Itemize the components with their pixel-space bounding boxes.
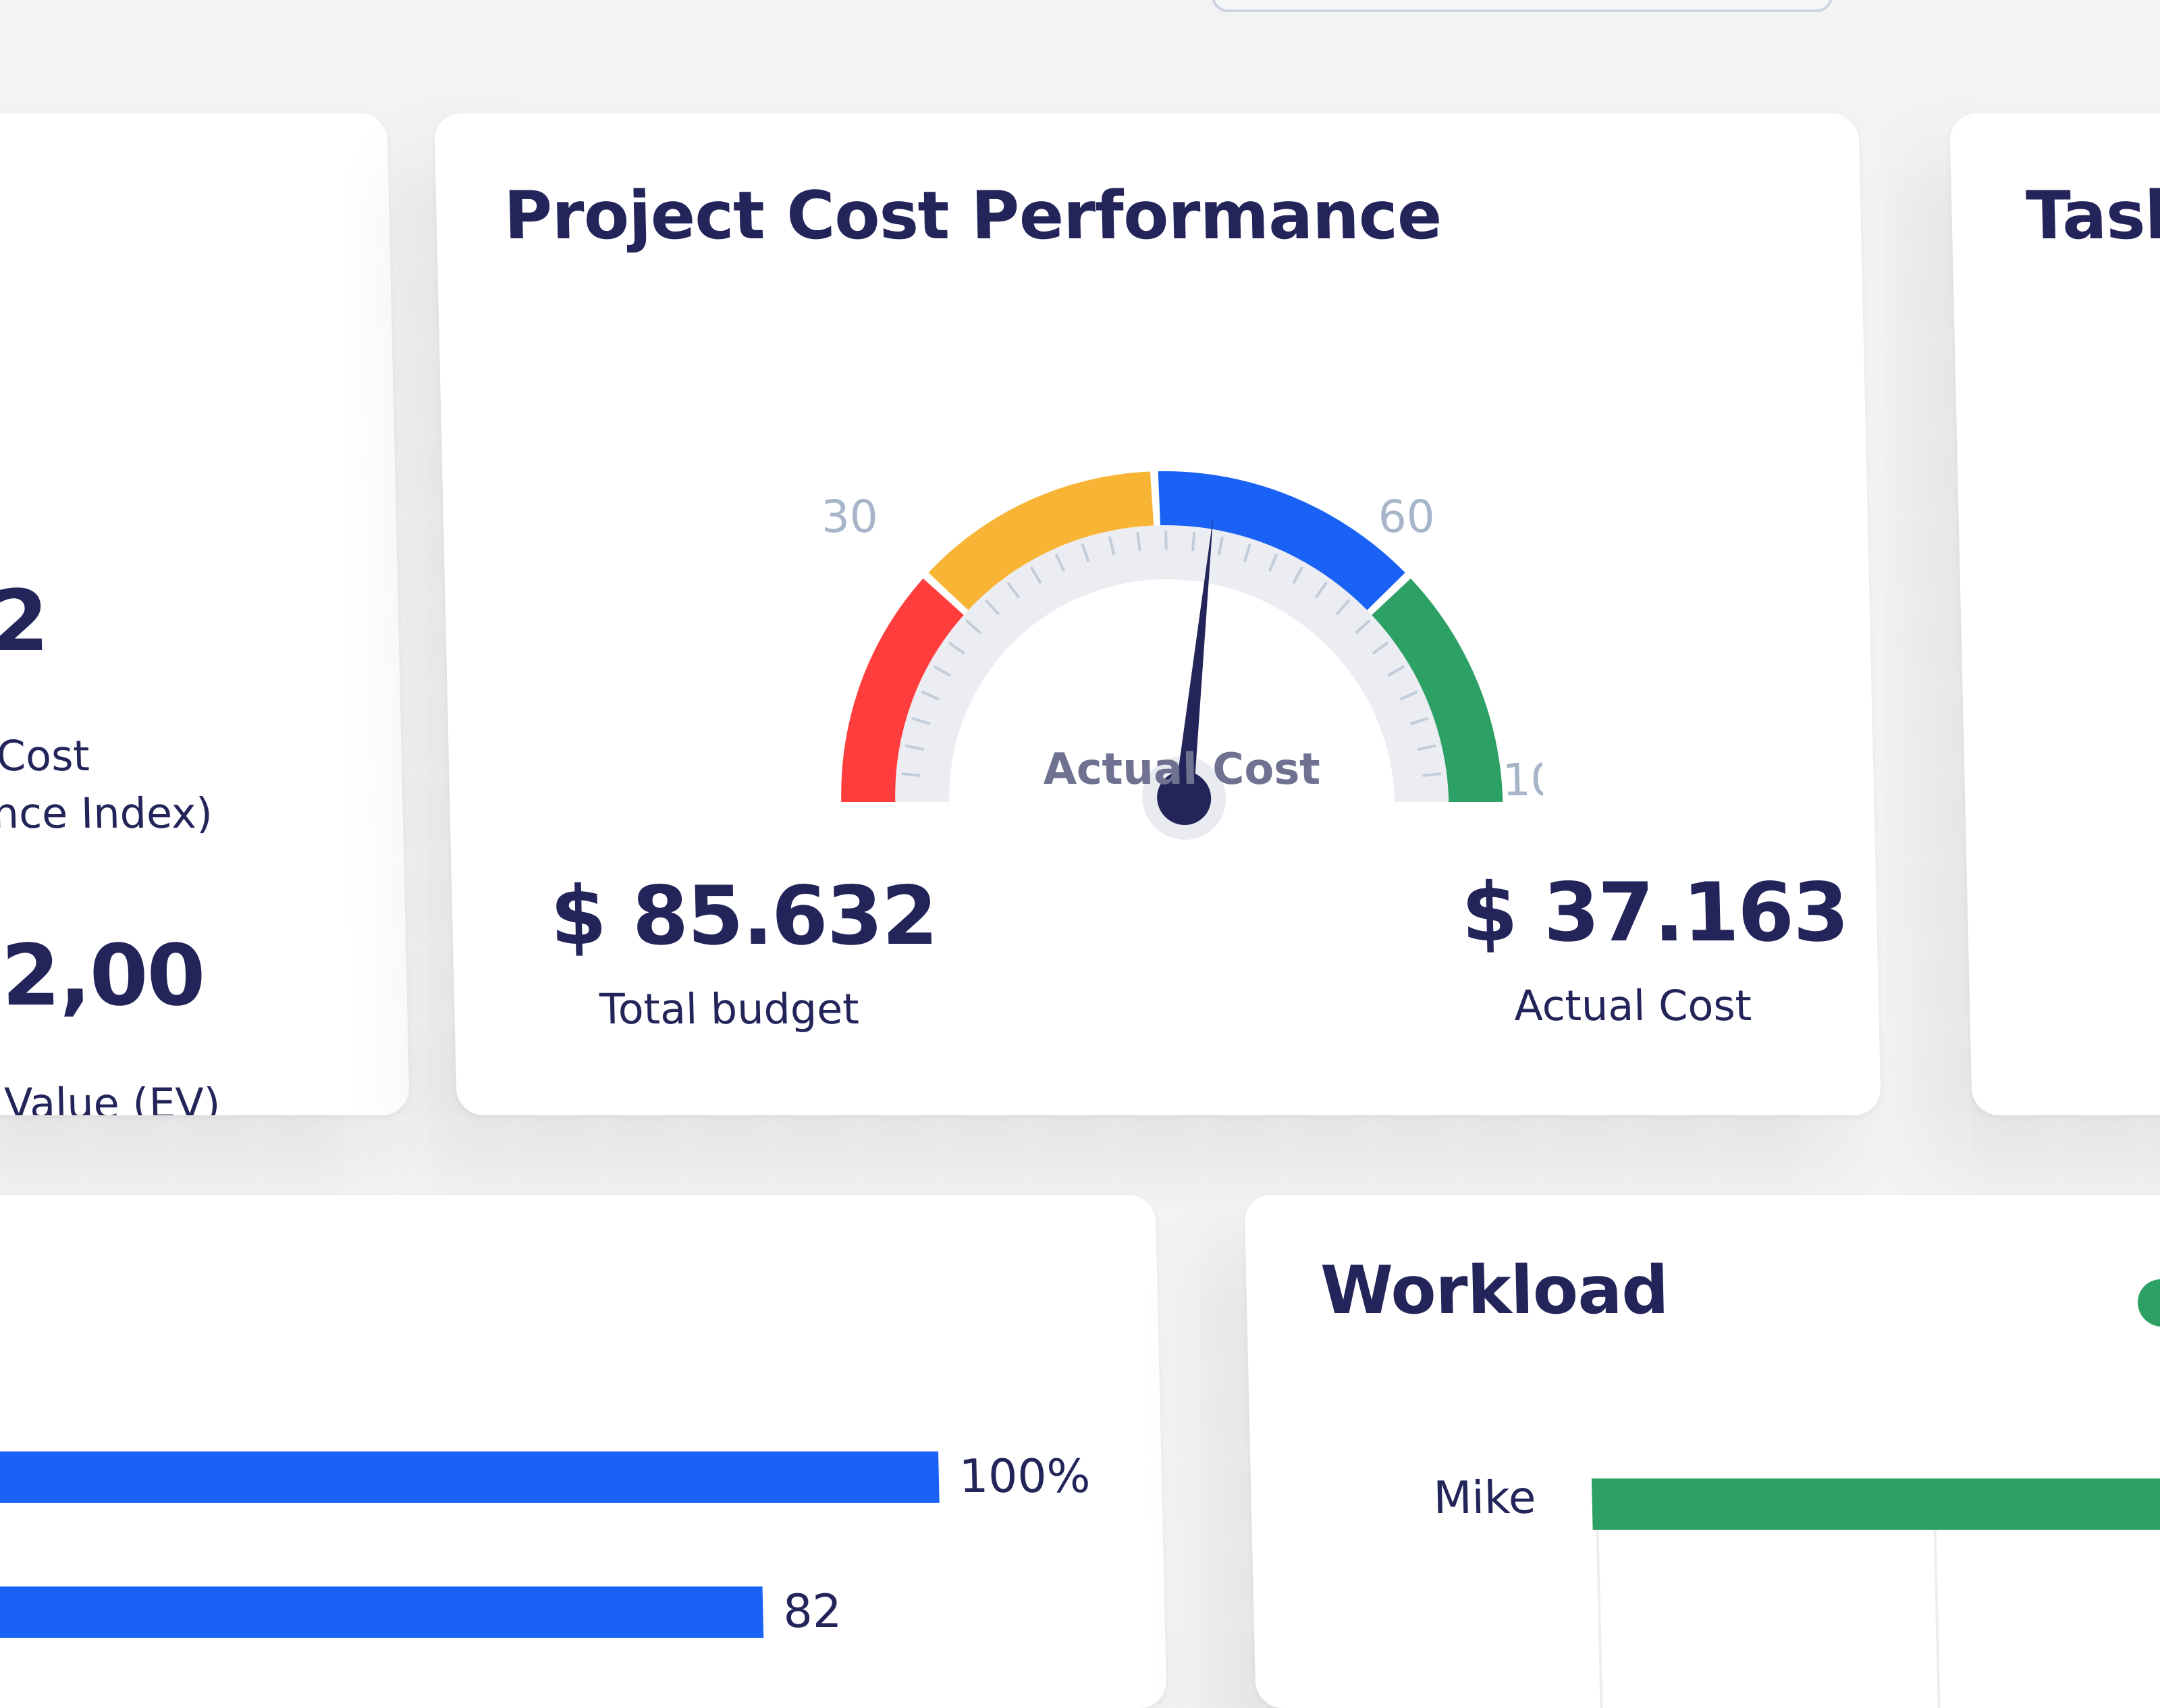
ev-value: 2,00	[0, 927, 206, 1025]
search-bar[interactable]	[1212, 0, 1833, 12]
ev-label: Value (EV)	[3, 1079, 221, 1115]
gauge-segment	[841, 578, 964, 802]
gauge-tick	[1422, 772, 1442, 777]
cost-index-card: 02 Cost nce Index) 2,00 Value (EV)	[0, 113, 410, 1115]
gauge-tick	[965, 619, 981, 635]
card-title: Project Cost Performance	[503, 178, 1442, 255]
gauge-tick	[1054, 553, 1066, 572]
gauge-tick	[911, 716, 931, 726]
actual-cost-label: Actual Cost	[1513, 981, 1752, 1030]
gauge-tick	[933, 665, 952, 677]
workload-card: Workload Mike	[1244, 1195, 2160, 1708]
progress-card: 100% 82	[0, 1195, 1167, 1708]
progress-bar-label: 100%	[958, 1450, 1091, 1503]
gauge-tick	[1335, 599, 1351, 616]
workload-title: Workload	[1320, 1252, 1669, 1329]
workload-row-name: Mike	[1432, 1472, 1537, 1524]
gauge-tick-label: 60	[1378, 491, 1436, 543]
gauge-tick	[1081, 543, 1090, 562]
gauge-segment	[1158, 471, 1405, 610]
tasks-card: Task	[1949, 113, 2160, 1115]
gauge-tick	[1006, 581, 1021, 599]
gauge-tick	[1136, 531, 1141, 552]
workload-bar	[1591, 1478, 2160, 1530]
cpi-value: 02	[0, 572, 49, 670]
gauge-tick	[1355, 619, 1371, 635]
gauge-tick	[1217, 536, 1224, 556]
gauge-tick-label: 100	[1502, 754, 1546, 806]
gauge-tick	[1399, 690, 1418, 701]
tasks-card-title: Task	[2025, 178, 2160, 255]
progress-bar-label: 82	[782, 1585, 842, 1638]
gauge-tick	[1191, 531, 1196, 552]
actual-cost-value: $ 37.163	[1460, 866, 1849, 960]
gauge-needle	[1174, 516, 1214, 799]
gauge-tick	[1243, 543, 1251, 562]
gauge-tick	[1314, 581, 1328, 599]
gauge-segment	[1372, 578, 1503, 802]
gauge-tick	[1268, 553, 1278, 572]
gauge-tick	[948, 641, 965, 655]
cpi-label-line2: nce Index)	[0, 789, 213, 838]
gauge-tick	[1417, 744, 1437, 751]
gauge-tick	[921, 690, 940, 701]
cost-gauge: 03060100	[821, 471, 1546, 840]
legend-dot	[2137, 1279, 2160, 1327]
gauge-tick	[1409, 716, 1429, 726]
total-budget-value: $ 85.632	[549, 870, 938, 963]
needle-hub	[1157, 771, 1212, 825]
gauge-tick-label: 30	[821, 491, 879, 543]
gauge-tick	[905, 744, 925, 751]
project-cost-performance-card: Project Cost Performance 03060100 Actual…	[434, 113, 1881, 1115]
total-budget-label: Total budget	[599, 984, 860, 1034]
progress-bar	[0, 1586, 764, 1638]
gauge-segment	[928, 471, 1154, 610]
grid-line	[1933, 1499, 1942, 1708]
gauge-tick	[1029, 566, 1042, 585]
gauge-track	[895, 525, 1449, 802]
progress-bar	[0, 1451, 940, 1503]
gauge-tick	[1372, 641, 1389, 655]
grid-line	[1595, 1499, 1604, 1708]
gauge-tick	[1386, 665, 1405, 677]
gauge-tick	[985, 599, 1000, 616]
gauge-tick	[1108, 536, 1116, 556]
gauge-caption: Actual Cost	[1042, 745, 1321, 795]
cpi-label-line1: Cost	[0, 731, 90, 780]
gauge-tick	[901, 772, 921, 777]
gauge-tick	[1292, 566, 1304, 585]
